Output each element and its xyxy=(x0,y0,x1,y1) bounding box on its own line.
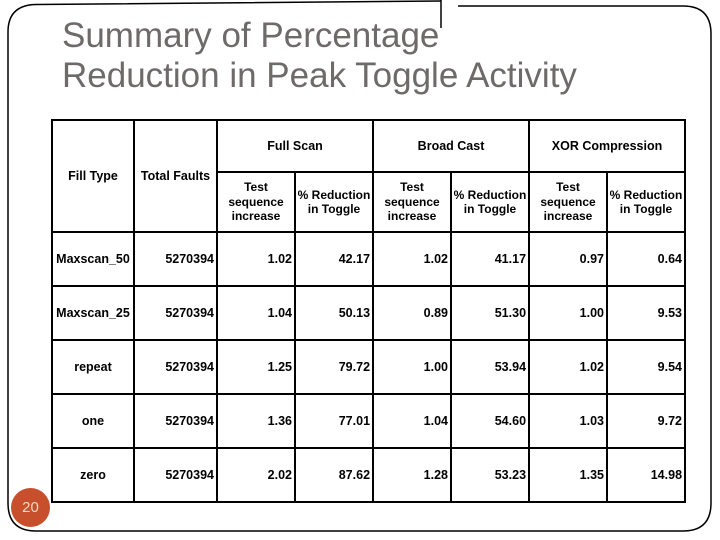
cell-value: 77.01 xyxy=(293,393,375,449)
cell-value: 1.00 xyxy=(372,339,453,395)
slide-title: Summary of Percentage Reduction in Peak … xyxy=(62,16,682,96)
header-group-xor-compression: XOR Compression xyxy=(528,119,687,173)
cell-value: 9.72 xyxy=(606,393,687,449)
subheader-reduction: % Reduction in Toggle xyxy=(293,171,375,233)
cell-value: 87.62 xyxy=(293,447,375,503)
cell-value: 50.13 xyxy=(293,285,375,341)
subheader-reduction: % Reduction in Toggle xyxy=(606,171,687,233)
page-number-badge: 20 xyxy=(11,488,50,527)
cell-value: 0.97 xyxy=(528,231,609,287)
cell-total-faults: 5270394 xyxy=(133,447,218,503)
cell-value: 1.25 xyxy=(216,339,296,395)
subheader-test-sequence: Test sequence increase xyxy=(216,171,296,233)
cell-value: 54.60 xyxy=(450,393,531,449)
cell-value: 2.02 xyxy=(216,447,296,503)
cell-value: 1.36 xyxy=(216,393,296,449)
table-row: one 5270394 1.36 77.01 1.04 54.60 1.03 9… xyxy=(51,393,687,449)
cell-value: 1.02 xyxy=(372,231,453,287)
cell-total-faults: 5270394 xyxy=(133,393,218,449)
table-row: repeat 5270394 1.25 79.72 1.00 53.94 1.0… xyxy=(51,339,687,395)
header-group-broad-cast: Broad Cast xyxy=(372,119,531,173)
table-row: zero 5270394 2.02 87.62 1.28 53.23 1.35 … xyxy=(51,447,687,503)
table-header-group-row: Fill Type Total Faults Full Scan Broad C… xyxy=(51,119,687,233)
cell-value: 79.72 xyxy=(293,339,375,395)
cell-value: 1.28 xyxy=(372,447,453,503)
header-group-full-scan: Full Scan xyxy=(215,119,375,173)
cell-fill-type: zero xyxy=(51,447,135,503)
header-total-faults: Total Faults xyxy=(133,119,218,233)
header-fill-type: Fill Type xyxy=(51,119,135,233)
table-row: Maxscan_25 5270394 1.04 50.13 0.89 51.30… xyxy=(51,285,687,341)
cell-fill-type: Maxscan_25 xyxy=(51,285,135,341)
cell-value: 1.02 xyxy=(528,339,609,395)
cell-fill-type: one xyxy=(51,393,135,449)
page-number: 20 xyxy=(22,499,39,516)
cell-value: 41.17 xyxy=(450,231,531,287)
cell-value: 1.04 xyxy=(372,393,453,449)
cell-value: 1.04 xyxy=(216,285,296,341)
cell-value: 1.02 xyxy=(216,231,296,287)
cell-fill-type: Maxscan_50 xyxy=(51,231,135,287)
cell-total-faults: 5270394 xyxy=(133,339,218,395)
cell-value: 1.35 xyxy=(528,447,609,503)
cell-value: 1.00 xyxy=(528,285,609,341)
cell-value: 53.94 xyxy=(450,339,531,395)
cell-total-faults: 5270394 xyxy=(133,231,218,287)
table-row: Maxscan_50 5270394 1.02 42.17 1.02 41.17… xyxy=(51,231,687,287)
cell-value: 42.17 xyxy=(293,231,375,287)
cell-value: 1.03 xyxy=(528,393,609,449)
cell-value: 0.64 xyxy=(606,231,687,287)
cell-total-faults: 5270394 xyxy=(133,285,218,341)
subheader-test-sequence: Test sequence increase xyxy=(528,171,609,233)
slide-title-line1: Summary of Percentage xyxy=(62,16,440,55)
cell-value: 53.23 xyxy=(450,447,531,503)
results-table: Fill Type Total Faults Full Scan Broad C… xyxy=(51,119,687,503)
subheader-test-sequence: Test sequence increase xyxy=(372,171,453,233)
cell-fill-type: repeat xyxy=(51,339,135,395)
cell-value: 51.30 xyxy=(450,285,531,341)
cell-value: 14.98 xyxy=(606,447,687,503)
slide-title-line2: Reduction in Peak Toggle Activity xyxy=(62,56,577,95)
table-header-sub-row: Test sequence increase % Reduction in To… xyxy=(52,171,687,233)
cell-value: 9.54 xyxy=(606,339,687,395)
cell-value: 9.53 xyxy=(606,285,687,341)
cell-value: 0.89 xyxy=(372,285,453,341)
subheader-reduction: % Reduction in Toggle xyxy=(450,171,531,233)
